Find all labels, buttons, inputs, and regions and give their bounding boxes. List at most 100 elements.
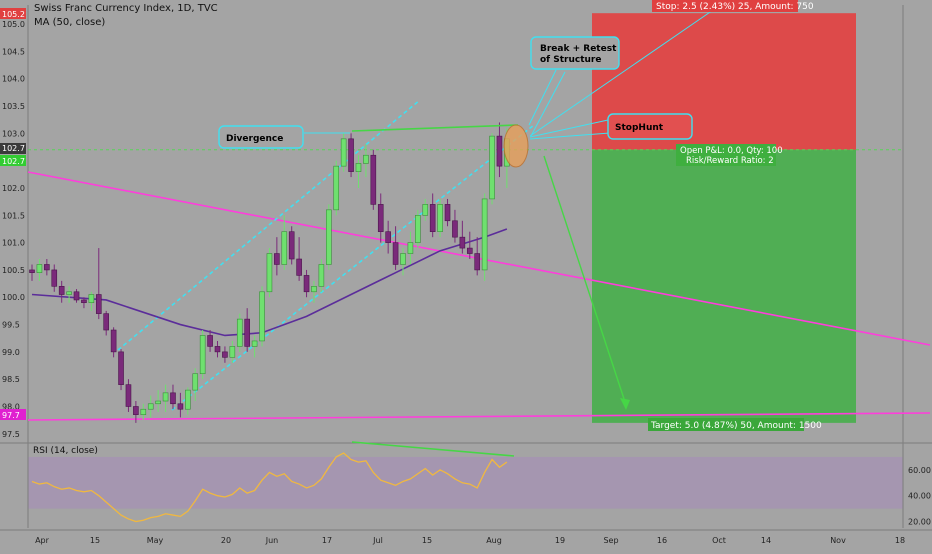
candle-body[interactable] — [103, 313, 109, 331]
candle-body[interactable] — [340, 138, 347, 167]
y-tick-label: 100.5 — [2, 266, 25, 275]
candle-body[interactable] — [363, 154, 369, 164]
candle-body[interactable] — [81, 299, 87, 304]
x-tick-label: Aug — [486, 536, 502, 545]
candle-body[interactable] — [311, 286, 317, 293]
candle-body[interactable] — [222, 351, 228, 358]
y-tick-label: 101.5 — [2, 211, 25, 220]
stophunt-label: StopHunt — [615, 123, 664, 133]
candle-body[interactable] — [66, 291, 72, 295]
ma-legend: MA (50, close) — [34, 17, 106, 28]
stophunt-box[interactable] — [607, 113, 693, 140]
divergence-box[interactable] — [218, 125, 304, 149]
candle-body[interactable] — [58, 286, 65, 295]
candle-body[interactable] — [281, 231, 288, 265]
y-tick-label: 98.5 — [2, 375, 20, 384]
x-tick-label: Apr — [35, 536, 50, 545]
candle-body[interactable] — [444, 204, 451, 222]
candle-body[interactable] — [496, 135, 503, 167]
candle-body[interactable] — [236, 318, 243, 347]
candle-body[interactable] — [437, 204, 443, 232]
y-tick-label: 99.0 — [2, 348, 20, 357]
candle-body[interactable] — [466, 247, 473, 254]
candle-body[interactable] — [274, 253, 280, 265]
candle-body[interactable] — [459, 236, 466, 249]
candle-body[interactable] — [118, 351, 124, 385]
candle-body[interactable] — [385, 231, 391, 243]
projection-arrowhead — [620, 398, 630, 410]
candle-body[interactable] — [125, 384, 132, 407]
candle-body[interactable] — [133, 406, 139, 415]
candle-body[interactable] — [140, 408, 147, 415]
badge-entry: 102.7 — [2, 144, 25, 153]
stophunt-connector-b — [529, 132, 611, 140]
y-tick-label: 97.5 — [2, 430, 20, 439]
candle-body[interactable] — [370, 154, 377, 205]
y-tick-label: 104.5 — [2, 47, 25, 56]
candle-body[interactable] — [348, 138, 354, 172]
break-retest-label-2: of Structure — [540, 55, 601, 65]
candle-body[interactable] — [303, 275, 310, 293]
y-tick-label: 103.0 — [2, 129, 25, 138]
x-tick-label: Oct — [712, 536, 726, 545]
candle-body[interactable] — [73, 291, 80, 301]
candle-body[interactable] — [110, 329, 117, 353]
candle-body[interactable] — [407, 242, 414, 254]
candle-body[interactable] — [422, 204, 429, 216]
candle-body[interactable] — [377, 204, 384, 232]
x-tick-label: 15 — [90, 536, 100, 545]
stophunt-ellipse — [503, 124, 529, 168]
candle-body[interactable] — [44, 264, 50, 271]
candle-body[interactable] — [400, 253, 406, 265]
badge-entry-alt-bg — [0, 155, 26, 166]
break-connector-a — [528, 69, 557, 126]
candle-body[interactable] — [325, 209, 332, 265]
y-tick-label: 102.0 — [2, 184, 25, 193]
candle-body[interactable] — [259, 291, 265, 342]
rsi-divergence-line — [351, 441, 515, 457]
candle-body[interactable] — [296, 258, 302, 276]
candle-body[interactable] — [288, 231, 295, 260]
candle-body[interactable] — [229, 346, 236, 358]
candle-body[interactable] — [214, 346, 221, 353]
candle-body[interactable] — [489, 135, 495, 200]
candle-body[interactable] — [29, 269, 35, 273]
candle-body[interactable] — [162, 392, 169, 402]
candle-body[interactable] — [474, 253, 481, 271]
candle-body[interactable] — [36, 264, 43, 273]
badge-top: 105.2 — [2, 10, 25, 19]
candle-body[interactable] — [415, 215, 421, 243]
candle-body[interactable] — [185, 389, 191, 410]
badge-entry-bg — [0, 143, 26, 154]
candle-body[interactable] — [51, 269, 58, 287]
candle-body[interactable] — [429, 204, 436, 232]
channel-upper-line — [117, 99, 421, 351]
candle-body[interactable] — [452, 220, 458, 238]
candle-body[interactable] — [355, 163, 362, 172]
x-tick-label: 14 — [761, 536, 771, 545]
candle-body[interactable] — [155, 400, 161, 405]
candle-body[interactable] — [333, 165, 340, 211]
candle-body[interactable] — [95, 294, 102, 314]
candle-body[interactable] — [177, 403, 184, 410]
pnl-label-bg — [676, 144, 776, 166]
candle-body[interactable] — [192, 373, 199, 391]
candle-body[interactable] — [207, 335, 213, 347]
candle-body[interactable] — [147, 403, 154, 410]
y-tick-label: 98.0 — [2, 402, 20, 411]
y-tick-label: 105.0 — [2, 20, 25, 29]
candle-body[interactable] — [318, 264, 325, 287]
candle-body[interactable] — [199, 335, 206, 375]
stop-connector — [529, 7, 717, 137]
candle-body[interactable] — [88, 294, 95, 304]
candle-body[interactable] — [266, 253, 273, 293]
rsi-legend: RSI (14, close) — [33, 446, 98, 456]
candle-body[interactable] — [251, 340, 258, 347]
candle-body[interactable] — [392, 242, 399, 265]
candle-body[interactable] — [244, 318, 250, 347]
break-retest-box[interactable] — [530, 36, 620, 70]
candle-body[interactable] — [170, 392, 176, 405]
candle-body[interactable] — [481, 198, 488, 271]
